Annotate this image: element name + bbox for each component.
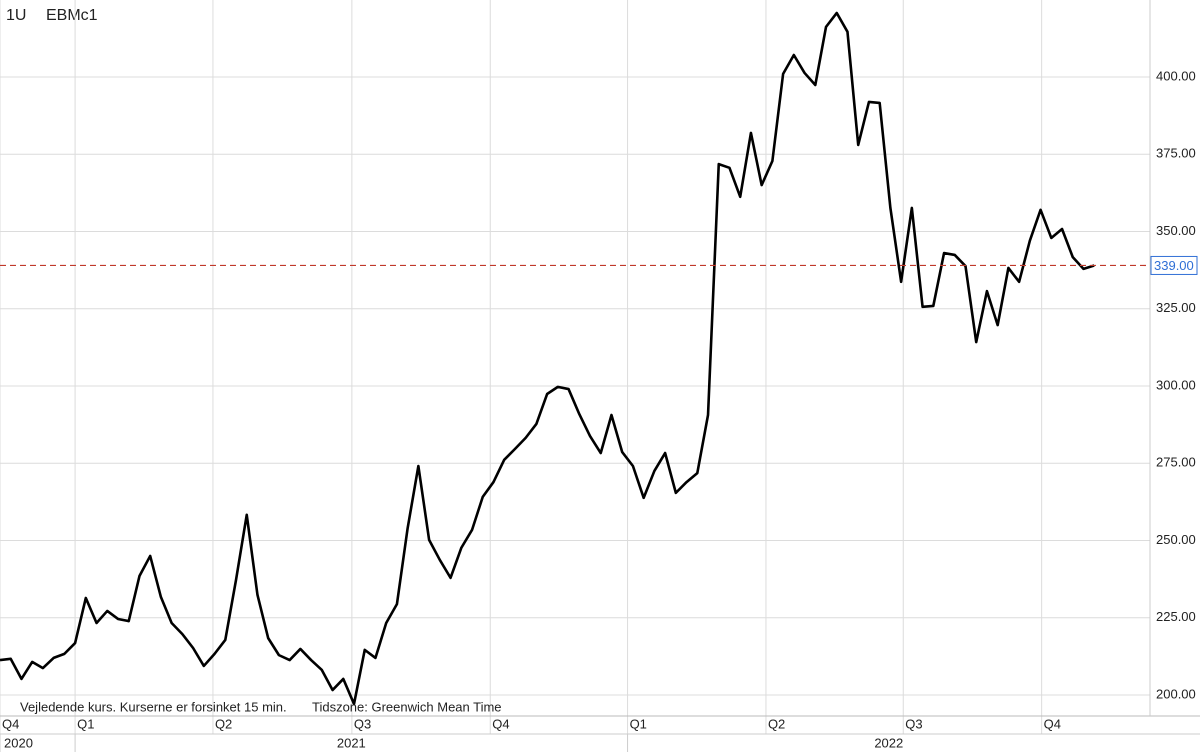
y-tick-label: 275.00 [1156, 455, 1196, 470]
footer-note: Vejledende kurs. Kurserne er forsinket 1… [20, 699, 287, 714]
x-tick-label: Q2 [215, 716, 232, 731]
plot [0, 11, 1150, 706]
y-tick-label: 225.00 [1156, 609, 1196, 624]
y-tick-label: 350.00 [1156, 223, 1196, 238]
y-tick-label: 250.00 [1156, 532, 1196, 547]
x-tick-label: Q1 [77, 716, 94, 731]
x-tick-label: Q2 [768, 716, 785, 731]
x-tick-label: Q3 [905, 716, 922, 731]
y-tick-label: 400.00 [1156, 68, 1196, 83]
price-line [0, 11, 1095, 706]
footer-timezone: Tidszone: Greenwich Mean Time [312, 699, 502, 714]
grid [0, 0, 1150, 734]
current-price-box [1150, 255, 1198, 275]
year-label: 2020 [4, 735, 33, 750]
interval: 1U [6, 7, 26, 24]
year-label: 2021 [337, 735, 366, 750]
y-tick-label: 200.00 [1156, 686, 1196, 701]
x-tick-label: Q4 [2, 716, 19, 731]
current-price-label: 339.00 [1154, 258, 1194, 273]
y-tick-label: 375.00 [1156, 146, 1196, 161]
x-tick-label: Q3 [354, 716, 371, 731]
y-tick-label: 300.00 [1156, 377, 1196, 392]
y-tick-label: 325.00 [1156, 300, 1196, 315]
year-label: 2022 [874, 735, 903, 750]
symbol: EBMc1 [46, 7, 98, 24]
x-tick-label: Q4 [1044, 716, 1061, 731]
x-tick-label: Q1 [630, 716, 647, 731]
x-tick-label: Q4 [492, 716, 509, 731]
